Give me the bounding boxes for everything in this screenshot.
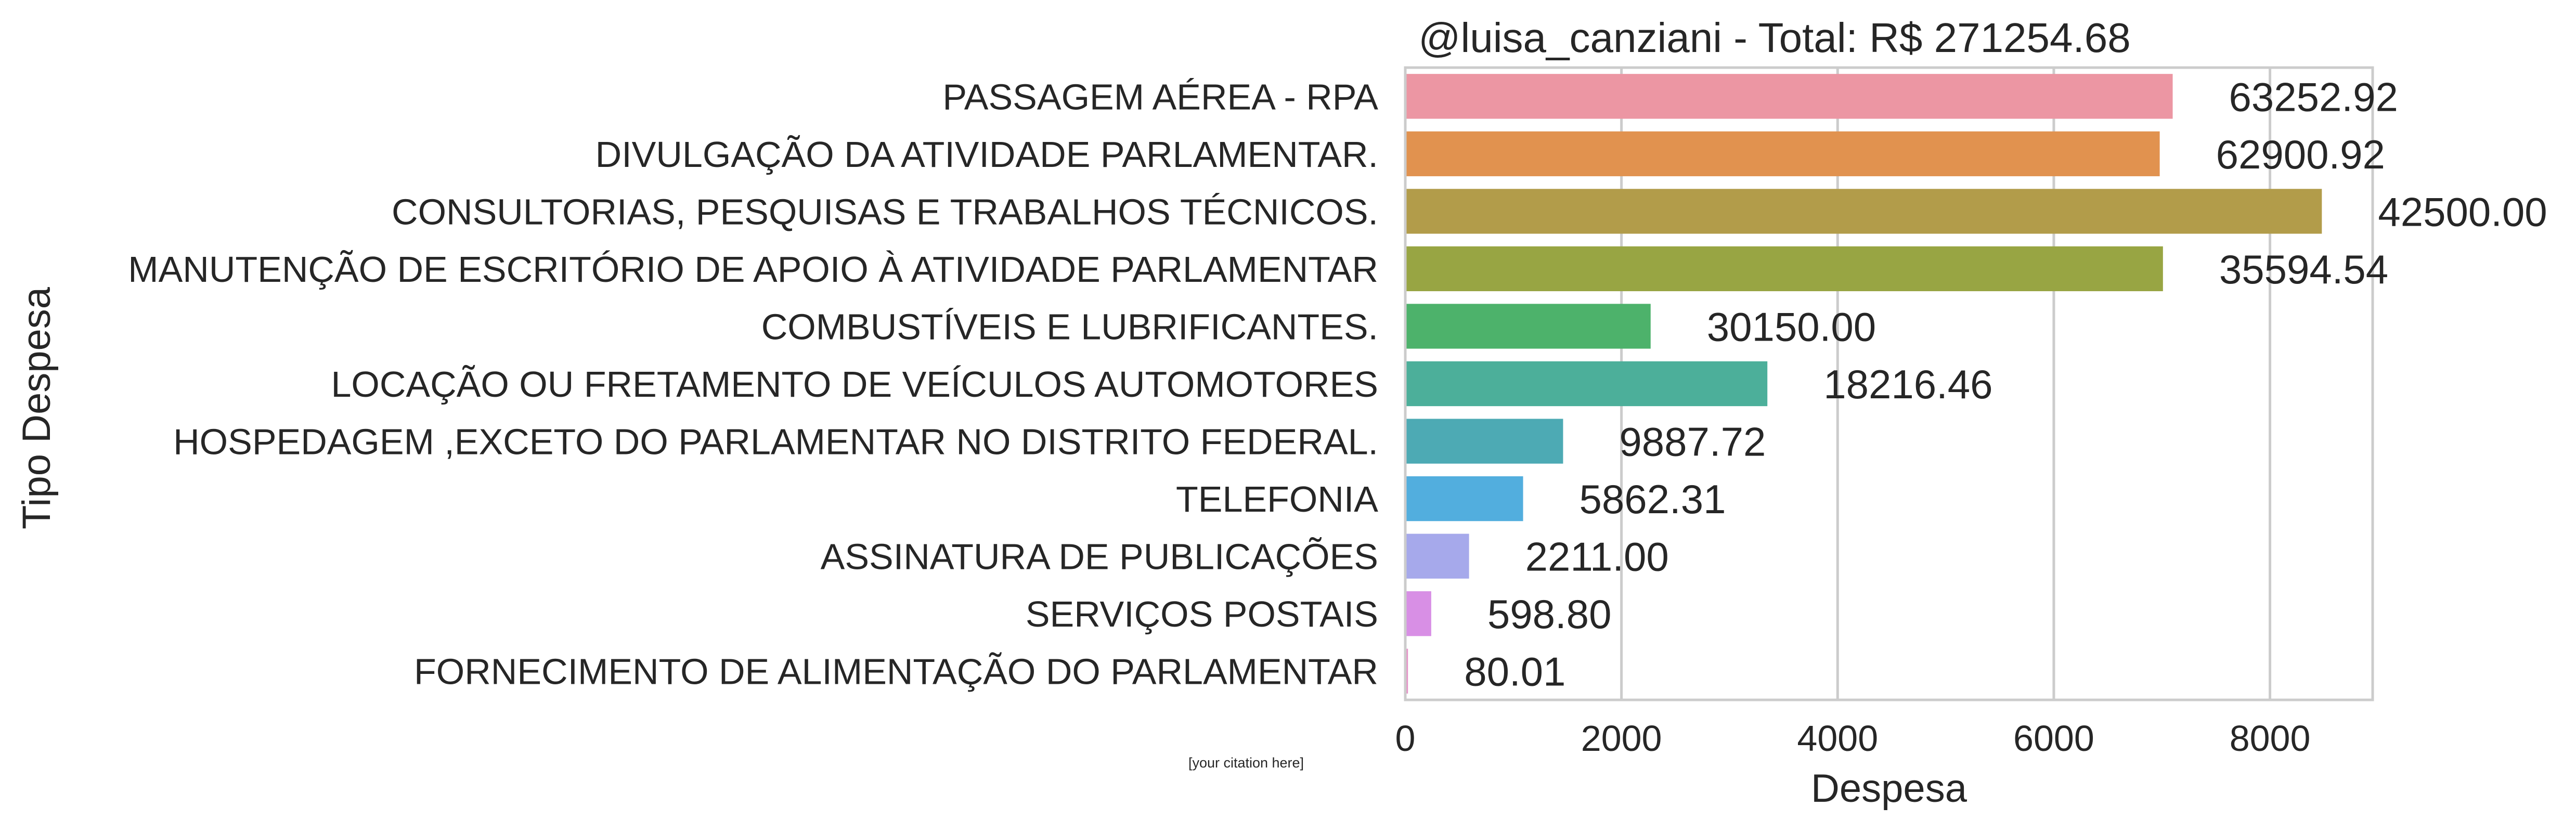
category-labels: PASSAGEM AÉREA - RPA DIVULGAÇÃO DA ATIVID… (128, 76, 1378, 692)
x-tick-label: 8000 (2230, 718, 2311, 759)
category-label: ASSINATURA DE PUBLICAÇÕES (821, 537, 1378, 577)
value-label: 5862.31 (1580, 476, 1726, 522)
category-label: SERVIÇOS POSTAIS (1026, 594, 1378, 634)
bar (1405, 246, 2163, 292)
category-label: CONSULTORIAS, PESQUISAS E TRABALHOS TÉCN… (392, 191, 1378, 232)
bar (1405, 74, 2173, 119)
plot-frame (1404, 66, 2374, 701)
category-label: MANUTENÇÃO DE ESCRITÓRIO DE APOIO À ATIV… (128, 249, 1378, 290)
bar (1405, 419, 1563, 464)
value-label: 63252.92 (2229, 74, 2398, 120)
category-label: HOSPEDAGEM ,EXCETO DO PARLAMENTAR NO DIS… (173, 422, 1378, 462)
bar (1405, 591, 1431, 636)
y-axis-title: Tipo Despesa (15, 287, 59, 529)
bar (1405, 648, 1408, 694)
citation-text: [your citation here] (1188, 755, 1304, 771)
bar (1405, 533, 1469, 579)
bar (1405, 361, 1768, 407)
chart-title: @luisa_canziani - Total: R$ 271254.68 (1418, 15, 2131, 61)
value-label: 2211.00 (1525, 534, 1669, 580)
value-label: 35594.54 (2219, 246, 2388, 292)
x-tick-label: 0 (1395, 718, 1416, 759)
value-labels: 63252.92 62900.92 42500.00 35594.54 30150.00… (1464, 74, 2547, 694)
bar (1405, 304, 1651, 349)
category-label: LOCAÇÃO OU FRETAMENTO DE VEÍCULOS AUTOMO… (331, 364, 1379, 405)
value-label: 62900.92 (2216, 132, 2385, 177)
value-label: 42500.00 (2378, 189, 2547, 235)
category-label: DIVULGAÇÃO DA ATIVIDADE PARLAMENTAR. (596, 134, 1378, 175)
bar (1405, 189, 2322, 234)
bar (1405, 131, 2160, 176)
category-label: PASSAGEM AÉREA - RPA (942, 76, 1378, 117)
x-tick-label: 6000 (2013, 718, 2094, 759)
bars (1405, 74, 2322, 694)
x-tick-labels: 0 2000 4000 6000 8000 (1395, 718, 2311, 759)
x-tick-label: 2000 (1581, 718, 1662, 759)
value-label: 80.01 (1464, 649, 1565, 695)
category-label: TELEFONIA (1176, 479, 1378, 519)
value-label: 598.80 (1487, 591, 1612, 637)
category-label: FORNECIMENTO DE ALIMENTAÇÃO DO PARLAMENT… (414, 652, 1378, 692)
category-label: COMBUSTÍVEIS E LUBRIFICANTES. (761, 306, 1378, 347)
value-label: 18216.46 (1823, 361, 1992, 407)
x-axis-title: Despesa (1811, 766, 1967, 811)
bar (1405, 476, 1523, 522)
value-label: 9887.72 (1619, 419, 1766, 465)
value-label: 30150.00 (1707, 304, 1876, 349)
x-tick-label: 4000 (1797, 718, 1878, 759)
